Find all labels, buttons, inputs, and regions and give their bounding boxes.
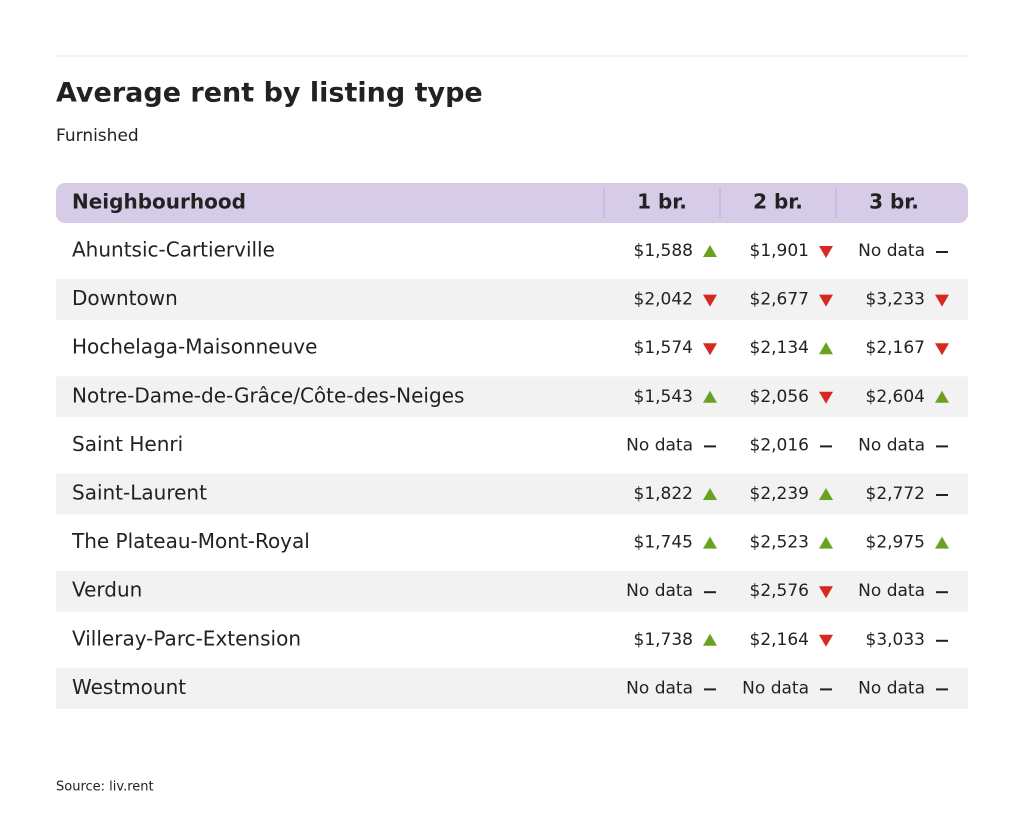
row-label: Westmount xyxy=(72,675,186,699)
row-band xyxy=(56,570,968,612)
row-label: Verdun xyxy=(72,578,142,602)
row-band xyxy=(56,279,968,321)
trend-down xyxy=(935,294,949,307)
cell-value: No data xyxy=(858,435,925,455)
header-bar xyxy=(56,183,968,223)
cell-value: $1,901 xyxy=(750,241,809,261)
trend-up xyxy=(935,390,949,403)
trend-down xyxy=(819,294,833,307)
cell-value: $1,543 xyxy=(634,387,693,407)
trend-down xyxy=(703,294,717,307)
row-label: Ahuntsic-Cartierville xyxy=(72,238,275,262)
row-label: Downtown xyxy=(72,286,178,310)
row-band xyxy=(56,376,968,418)
subtitle: Furnished xyxy=(56,126,139,146)
cell-value: No data xyxy=(626,435,693,455)
cell-value: No data xyxy=(742,678,809,698)
trend-down xyxy=(703,343,717,356)
trend-down xyxy=(819,586,833,599)
row-band xyxy=(56,473,968,515)
cell-value: $2,134 xyxy=(750,338,809,358)
cell-value: $1,822 xyxy=(634,484,693,504)
cell-value: $2,523 xyxy=(750,533,809,553)
trend-down xyxy=(819,634,833,647)
cell-value: $1,745 xyxy=(634,533,693,553)
trend-down xyxy=(935,343,949,356)
cell-value: No data xyxy=(858,581,925,601)
cell-value: $3,233 xyxy=(866,290,925,310)
trend-down xyxy=(819,246,833,258)
row-label: Saint Henri xyxy=(72,432,183,456)
trend-up xyxy=(819,536,833,549)
cell-value: $2,576 xyxy=(750,581,809,601)
cell-value: $2,164 xyxy=(750,630,809,650)
row-label: Villeray-Parc-Extension xyxy=(72,626,301,650)
cell-value: $1,738 xyxy=(634,630,693,650)
column-header: Neighbourhood xyxy=(72,190,246,214)
column-header: 2 br. xyxy=(753,190,803,214)
cell-value: $1,574 xyxy=(634,338,693,358)
cell-value: $2,056 xyxy=(750,387,809,407)
trend-up xyxy=(703,536,717,549)
source: Source: liv.rent xyxy=(56,780,154,795)
cell-value: No data xyxy=(858,678,925,698)
row-label: The Plateau-Mont-Royal xyxy=(71,529,310,553)
cell-value: $2,677 xyxy=(750,290,809,310)
cell-value: $3,033 xyxy=(866,630,925,650)
row-label: Hochelaga-Maisonneuve xyxy=(72,335,317,359)
cell-value: $2,042 xyxy=(634,290,693,310)
trend-up xyxy=(703,390,717,403)
cell-value: $2,975 xyxy=(866,533,925,553)
trend-up xyxy=(935,536,949,549)
cell-value: $2,604 xyxy=(866,387,925,407)
cell-value: No data xyxy=(626,581,693,601)
column-header: 3 br. xyxy=(869,190,919,214)
cell-value: $2,016 xyxy=(750,435,809,455)
trend-up xyxy=(703,633,717,646)
trend-up xyxy=(703,245,717,257)
cell-value: $2,239 xyxy=(750,484,809,504)
cell-value: $1,588 xyxy=(634,241,693,261)
trend-up xyxy=(819,488,833,500)
row-band xyxy=(56,667,968,709)
title: Average rent by listing type xyxy=(56,78,483,109)
trend-up xyxy=(819,342,833,355)
cell-value: $2,772 xyxy=(866,484,925,504)
row-label: Notre-Dame-de-Grâce/Côte-des-Neiges xyxy=(72,383,464,407)
cell-value: $2,167 xyxy=(866,338,925,358)
column-header: 1 br. xyxy=(637,190,687,214)
row-label: Saint-Laurent xyxy=(72,481,207,505)
cell-value: No data xyxy=(626,678,693,698)
trend-down xyxy=(819,391,833,404)
cell-value: No data xyxy=(858,241,925,261)
trend-up xyxy=(703,488,717,500)
